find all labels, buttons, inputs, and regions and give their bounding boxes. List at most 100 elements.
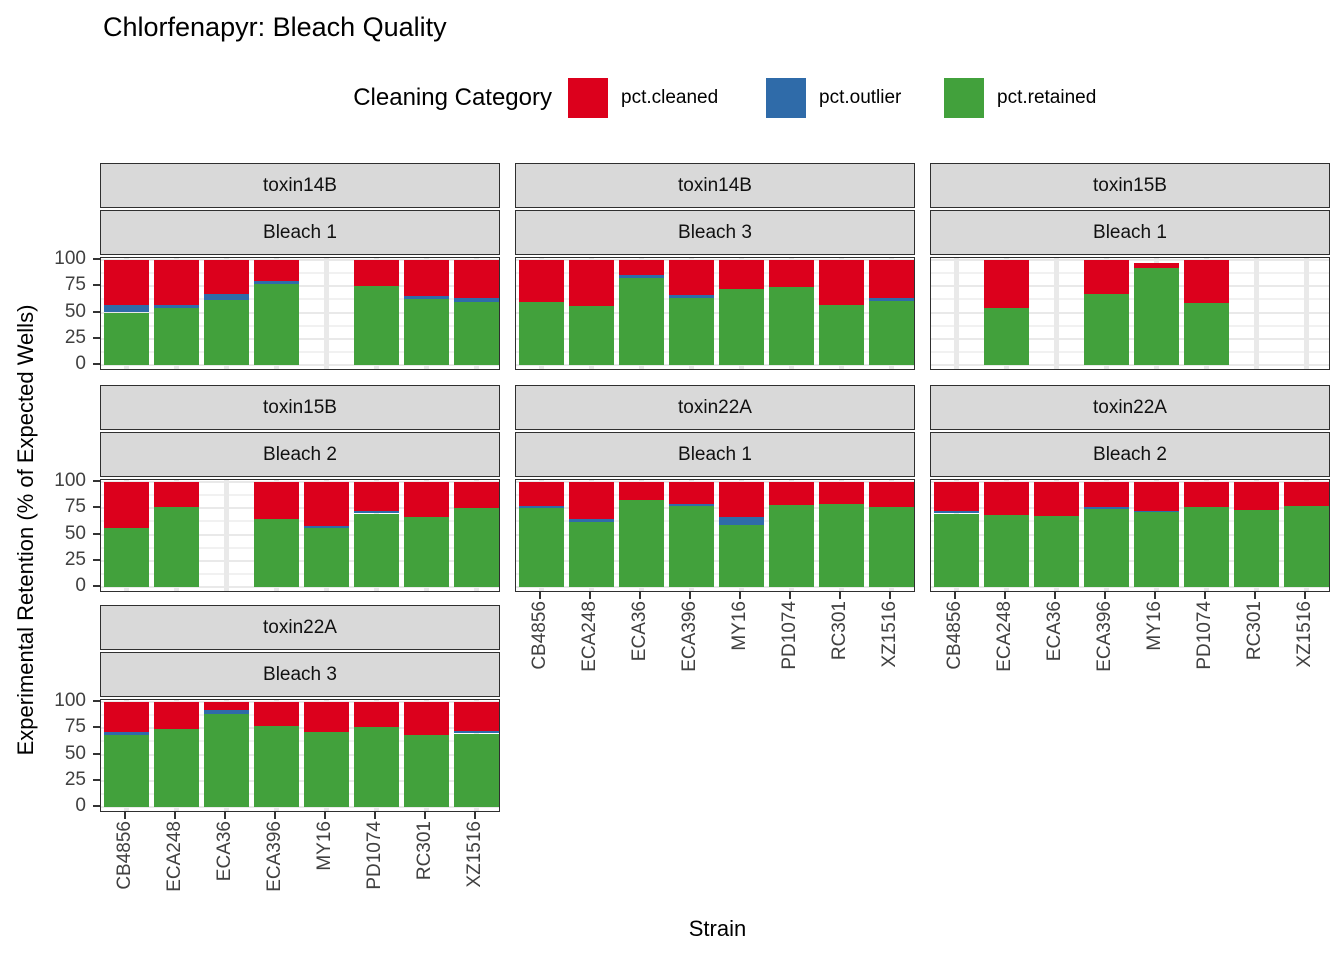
bar-segment-pct-cleaned [818, 260, 864, 306]
gridline-major [101, 285, 499, 288]
x-axis-tick [1204, 592, 1206, 599]
gridline-minor [931, 298, 1329, 301]
bar-segment-pct-cleaned [303, 702, 349, 733]
x-tick-label: PD1074 [779, 601, 801, 713]
bar-segment-pct-cleaned [1133, 482, 1179, 512]
bar-segment-pct-cleaned [353, 702, 399, 728]
gridline-minor [931, 546, 1329, 549]
x-axis-tick [174, 812, 176, 819]
bar-segment-pct-cleaned [103, 260, 149, 306]
y-tick-label: 100 [54, 470, 86, 491]
gridline-vertical [953, 258, 959, 369]
bar-segment-pct-cleaned [718, 260, 764, 290]
gridline-major [101, 559, 499, 562]
x-tick-label-text: XZ1516 [464, 821, 485, 888]
y-tick-label: 50 [64, 742, 86, 764]
x-tick-label: PD1074 [1194, 601, 1216, 713]
gridline-major [931, 559, 1329, 562]
bar-segment-pct-outlier [868, 297, 914, 301]
chart-title: Chlorfenapyr: Bleach Quality [103, 12, 447, 42]
gridline-minor [101, 766, 499, 769]
facet-panel [100, 257, 500, 370]
gridline-minor [101, 714, 499, 717]
gridline-major [101, 779, 499, 782]
bar-segment-pct-outlier [203, 710, 249, 714]
bar-segment-pct-cleaned [818, 482, 864, 505]
bar-segment-pct-cleaned [1183, 260, 1229, 304]
bar-segment-pct-outlier [203, 293, 249, 300]
x-axis-tick [789, 592, 791, 599]
bar-segment-pct-retained [203, 713, 249, 807]
bar-segment-pct-retained [403, 516, 449, 587]
x-tick-label-text: CB4856 [529, 601, 550, 670]
x-tick-label: XZ1516 [879, 601, 901, 713]
x-tick-label-text: XZ1516 [1294, 601, 1315, 668]
bar-segment-pct-cleaned [453, 260, 499, 298]
bar-segment-pct-retained [668, 506, 714, 587]
bar-segment-pct-retained [518, 508, 564, 587]
gridline-minor [931, 494, 1329, 497]
bar-segment-pct-cleaned [668, 260, 714, 295]
gridline-major [101, 259, 499, 261]
bar-segment-pct-cleaned [718, 482, 764, 517]
gridline-major [101, 806, 499, 808]
bar-segment-pct-retained [1083, 293, 1129, 365]
x-axis-tick [739, 592, 741, 599]
facet-panel [515, 479, 915, 592]
bar-segment-pct-cleaned [518, 260, 564, 302]
bar-segment-pct-cleaned [568, 482, 614, 519]
gridline-minor [101, 740, 499, 743]
legend-label: pct.retained [997, 87, 1097, 108]
gridline-minor [101, 324, 499, 327]
gridline-minor [931, 272, 1329, 275]
x-tick-label-text: ECA248 [164, 821, 185, 892]
gridline-vertical [1303, 258, 1309, 369]
x-tick-label: CB4856 [944, 601, 966, 713]
bar-segment-pct-retained [1083, 509, 1129, 587]
x-tick-label-text: PD1074 [364, 821, 385, 890]
bar-segment-pct-cleaned [1183, 482, 1229, 508]
facet-strip-bleach: Bleach 1 [930, 210, 1330, 255]
legend: Cleaning Category pct.cleaned pct.outlier… [0, 78, 1344, 118]
x-tick-label-text: RC301 [1244, 601, 1265, 661]
bar-segment-pct-cleaned [1083, 260, 1129, 294]
x-tick-label: RC301 [414, 821, 436, 933]
x-tick-label-text: PD1074 [1194, 601, 1215, 670]
bar-segment-pct-retained [868, 300, 914, 365]
gridline-minor [516, 350, 914, 353]
facet-panel [100, 699, 500, 812]
facet-strip-bleach: Bleach 2 [930, 432, 1330, 477]
bar-segment-pct-cleaned [203, 260, 249, 294]
x-axis-title: Strain [688, 916, 747, 941]
y-tick-label: 75 [64, 274, 86, 296]
y-tick-label: 100 [54, 690, 86, 711]
x-tick-label: RC301 [829, 601, 851, 713]
facet-strip-bleach: Bleach 3 [515, 210, 915, 255]
bar-segment-pct-retained [818, 504, 864, 587]
bar-segment-pct-retained [253, 726, 299, 807]
bar-segment-pct-cleaned [303, 482, 349, 527]
facet-strip-toxin: toxin22A [930, 385, 1330, 430]
y-tick-label: 0 [75, 353, 86, 374]
x-axis-tick [1004, 592, 1006, 599]
x-tick-label: MY16 [729, 601, 751, 713]
y-axis-tick [93, 363, 100, 365]
bar-segment-pct-retained [353, 286, 399, 365]
facet-strip-bleach: Bleach 2 [100, 432, 500, 477]
bar-segment-pct-cleaned [868, 482, 914, 508]
bar-segment-pct-cleaned [618, 260, 664, 275]
x-tick-label-text: ECA248 [579, 601, 600, 672]
x-axis-tick [274, 812, 276, 819]
gridline-major [931, 586, 1329, 588]
bar-segment-pct-cleaned [1133, 263, 1179, 269]
bar-segment-pct-retained [983, 308, 1029, 365]
x-tick-label: XZ1516 [464, 821, 486, 933]
y-tick-label: 50 [64, 522, 86, 544]
x-tick-label: ECA36 [214, 821, 236, 933]
bar-segment-pct-retained [1133, 512, 1179, 587]
bar-segment-pct-outlier [668, 294, 714, 298]
bar-segment-pct-cleaned [153, 702, 199, 730]
gridline-minor [516, 520, 914, 523]
y-tick-label: 0 [75, 575, 86, 596]
